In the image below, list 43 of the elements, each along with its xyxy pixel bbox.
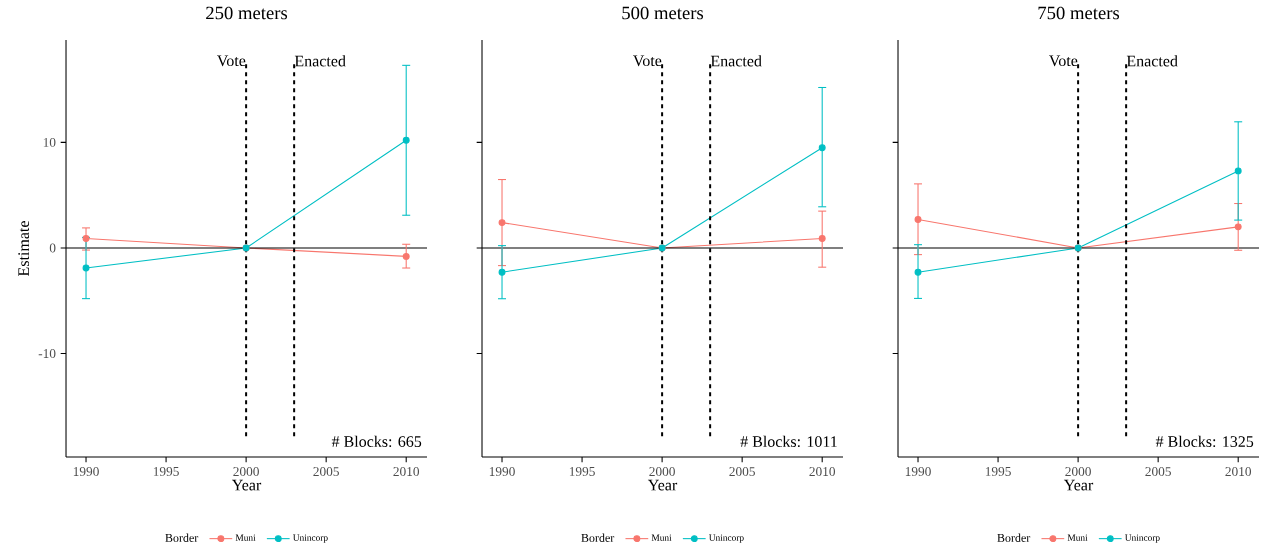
y-tick-label: 0 (49, 243, 56, 253)
x-tick-label: 2000 (649, 467, 675, 477)
ref-line-label: Enacted (1126, 55, 1178, 67)
y-tick-label: -10 (38, 349, 56, 359)
legend-label: Unincorp (1125, 534, 1160, 543)
legend-label: Unincorp (709, 534, 744, 543)
legend-label: Muni (1067, 534, 1088, 541)
legend-label: Unincorp (293, 534, 328, 543)
ref-line-label: Vote (1048, 55, 1078, 67)
chart-title: 500 meters (622, 6, 704, 20)
x-tick-label: 2010 (809, 467, 836, 477)
annotation: # Blocks: 665 (331, 435, 422, 448)
legend-title: Border (581, 533, 615, 542)
ref-line-label: Vote (217, 55, 246, 67)
x-axis-title: Year (647, 479, 678, 491)
x-tick-label: 2010 (1225, 467, 1252, 477)
x-tick-label: 2000 (1065, 467, 1091, 477)
x-tick-label: 2000 (233, 467, 259, 477)
x-tick-label: 1995 (153, 467, 179, 476)
legend-title: Border (165, 533, 199, 542)
legend-label: Muni (235, 534, 256, 541)
x-tick-label: 1990 (489, 467, 515, 477)
annotation: # Blocks: 1011 (740, 435, 837, 448)
legend-label: Muni (651, 534, 672, 541)
chart-title: 250 meters (206, 6, 288, 20)
y-tick-label: 10 (43, 137, 56, 147)
x-tick-label: 1990 (905, 467, 931, 477)
x-tick-label: 2005 (1145, 467, 1171, 477)
x-axis-title: Year (1063, 479, 1094, 491)
legend-title: Border (997, 533, 1031, 542)
x-tick-label: 1995 (985, 467, 1011, 476)
ref-line-label: Enacted (710, 55, 762, 67)
x-tick-label: 2005 (313, 467, 339, 477)
annotation: # Blocks: 1325 (1155, 435, 1254, 448)
chart-title: 750 meters (1038, 6, 1120, 20)
ref-line-label: Vote (632, 55, 662, 67)
x-tick-label: 2005 (729, 467, 755, 477)
x-axis-title: Year (231, 479, 262, 491)
x-tick-label: 2010 (393, 467, 420, 477)
x-tick-label: 1990 (73, 467, 99, 477)
x-tick-label: 1995 (569, 467, 595, 476)
ref-line-label: Enacted (294, 55, 346, 67)
y-axis-title: Estimate (18, 221, 30, 277)
